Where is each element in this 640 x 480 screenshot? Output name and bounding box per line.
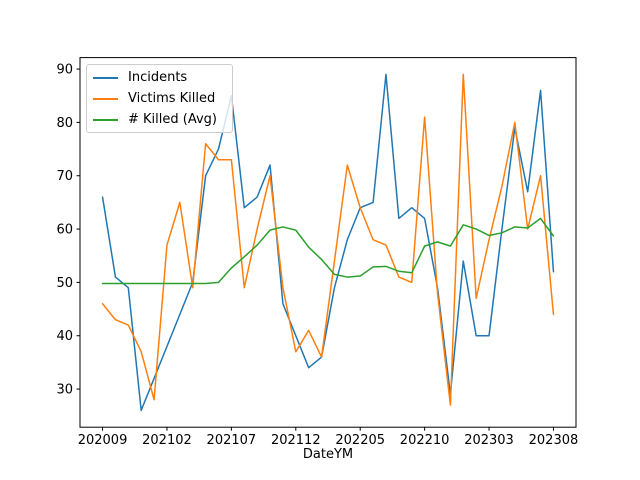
x-tick-label: 202102 xyxy=(142,433,192,448)
x-tick-label: 202210 xyxy=(400,433,450,448)
y-tick-label: 60 xyxy=(56,223,73,238)
legend-line-swatch-incidents xyxy=(93,76,118,79)
legend-line-swatch-killed-avg xyxy=(93,118,118,121)
legend-entry-incidents: Incidents xyxy=(93,68,226,88)
legend-entry-victims-killed: Victims Killed xyxy=(93,89,226,109)
legend-label-killed-avg: # Killed (Avg) xyxy=(128,112,217,127)
x-axis-title: DateYM xyxy=(302,447,354,462)
x-tick-label: 202303 xyxy=(464,433,514,448)
axes-frame xyxy=(79,57,577,428)
legend-line-swatch-victims-killed xyxy=(93,97,118,100)
y-tick-label: 30 xyxy=(56,383,73,398)
y-tick-label: 90 xyxy=(56,63,73,78)
legend-label-victims-killed: Victims Killed xyxy=(128,91,216,106)
y-tick-label: 70 xyxy=(56,169,73,184)
series-line-victims-killed xyxy=(101,73,555,406)
y-tick-label: 40 xyxy=(56,329,73,344)
x-tick-label: 202107 xyxy=(207,433,257,448)
series-line-killed-avg xyxy=(101,217,555,285)
x-tick-label: 202205 xyxy=(335,433,385,448)
legend: Incidents Victims Killed # Killed (Avg) xyxy=(86,64,233,133)
legend-label-incidents: Incidents xyxy=(128,70,188,85)
series-line-incidents xyxy=(101,73,555,412)
x-tick-label: 202308 xyxy=(529,433,579,448)
x-tick-label: 202009 xyxy=(78,433,128,448)
y-tick-label: 80 xyxy=(56,116,73,131)
y-tick-label: 50 xyxy=(56,276,73,291)
legend-entry-killed-avg: # Killed (Avg) xyxy=(93,110,226,130)
x-tick-label: 202112 xyxy=(271,433,321,448)
